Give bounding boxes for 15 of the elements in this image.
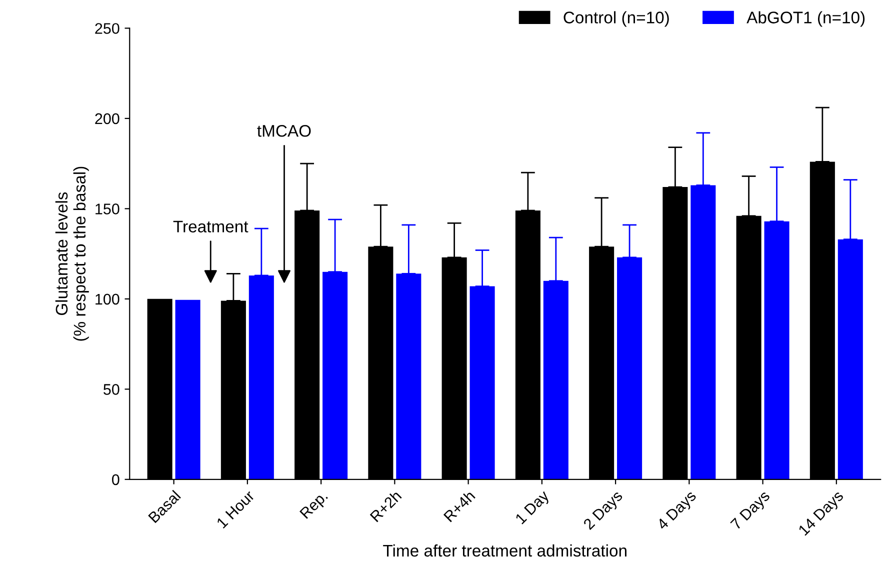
y-tick-label: 50 [104, 384, 120, 395]
annotation: Treatment [173, 220, 248, 232]
x-axis-title: Time after treatment admistration [383, 544, 626, 557]
y-tick-label: 0 [112, 474, 120, 486]
x-tick-label: 1 Day [514, 490, 552, 527]
bar [175, 300, 200, 480]
y-tick-label: 250 [95, 23, 120, 34]
y-axis-title: Glutamate levels (% respect to the basal) [55, 166, 89, 341]
x-tick-label: Rep. [300, 490, 330, 522]
legend-label: Control (n=10) [564, 11, 669, 27]
y-tick-label: 150 [96, 204, 120, 214]
y-tick-label: 100 [96, 294, 120, 305]
annotation: tMCAO [257, 125, 311, 137]
legend-label: AbGOT1 (n=10) [746, 11, 865, 27]
y-tick-label: 200 [95, 113, 120, 124]
